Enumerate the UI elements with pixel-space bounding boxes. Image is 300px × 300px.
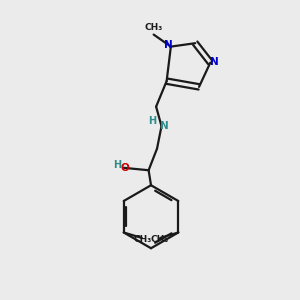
Text: CH₃: CH₃ bbox=[133, 235, 151, 244]
Text: N: N bbox=[210, 57, 218, 67]
Text: N: N bbox=[160, 121, 168, 131]
Text: H: H bbox=[113, 160, 122, 170]
Text: CH₃: CH₃ bbox=[151, 235, 169, 244]
Text: O: O bbox=[121, 163, 130, 173]
Text: H: H bbox=[148, 116, 156, 126]
Text: CH₃: CH₃ bbox=[145, 23, 163, 32]
Text: N: N bbox=[164, 40, 173, 50]
